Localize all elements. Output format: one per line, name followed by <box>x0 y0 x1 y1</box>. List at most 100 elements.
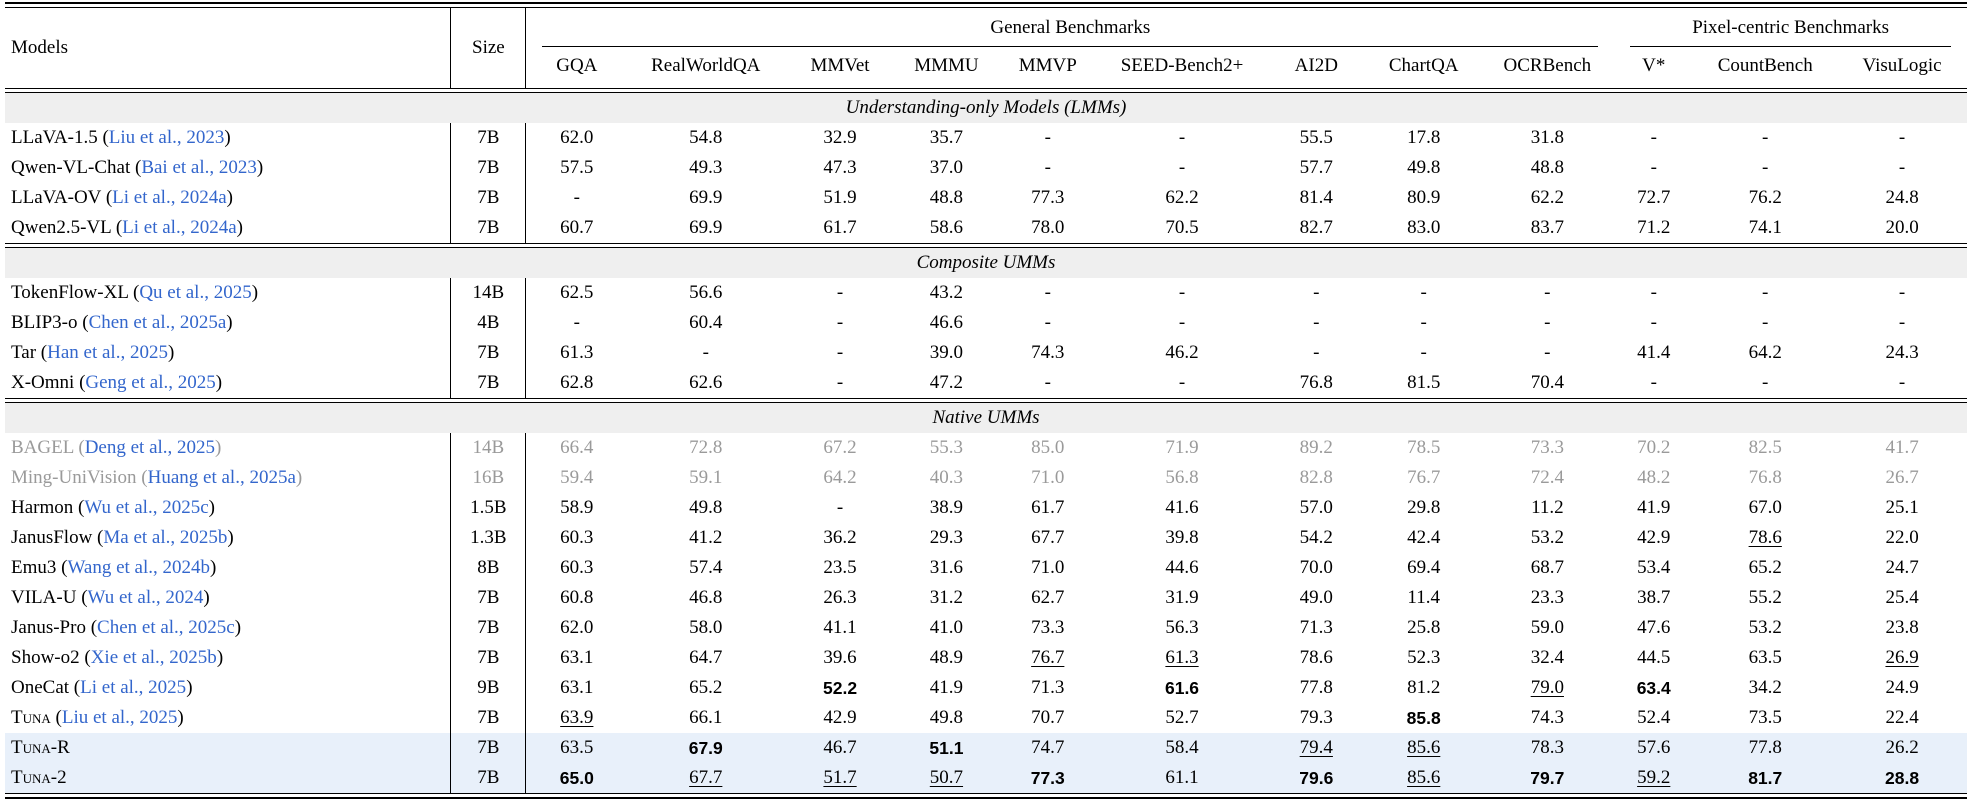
citation-link[interactable]: Chen et al., 2025a <box>88 312 227 333</box>
citation-link[interactable]: Han et al., 2025 <box>47 342 168 363</box>
score-cell: 39.0 <box>929 342 964 363</box>
citation-paren: ( <box>92 527 104 548</box>
score-cell: 71.9 <box>1165 437 1199 458</box>
score-cell: 46.6 <box>929 312 964 333</box>
score-cell: - <box>1762 157 1769 178</box>
score-cell: 60.3 <box>560 557 594 578</box>
score-cell: 74.7 <box>997 733 1099 763</box>
score-cell: 57.6 <box>1614 733 1694 763</box>
section-header-row: Composite UMMs <box>5 247 1967 278</box>
score-cell: 82.5 <box>1748 437 1782 458</box>
score-cell: - <box>1044 282 1051 303</box>
score-cell: 31.9 <box>1165 587 1199 608</box>
score-cell: 52.7 <box>1165 707 1199 728</box>
citation-link[interactable]: Wu et al., 2024 <box>87 587 204 608</box>
size-cell: 1.5B <box>450 493 527 523</box>
citation-link[interactable]: Geng et al., 2025 <box>85 372 216 393</box>
score-cell: 81.5 <box>1407 372 1441 393</box>
citation-link[interactable]: Qu et al., 2025 <box>139 282 252 303</box>
score-cell: 41.2 <box>689 527 723 548</box>
score-cell: - <box>1313 282 1320 303</box>
citation-link[interactable]: Li et al., 2025 <box>80 677 187 698</box>
score-cell: 82.8 <box>1299 467 1333 488</box>
citation-link[interactable]: Deng et al., 2025 <box>84 437 216 458</box>
model-cell: Ming-UniVision (Huang et al., 2025a) <box>5 463 451 493</box>
score-cell: 42.9 <box>823 707 857 728</box>
score-cell: 26.7 <box>1885 467 1919 488</box>
citation-paren: ( <box>85 617 98 638</box>
citation-link[interactable]: Wu et al., 2025c <box>84 497 209 518</box>
score-cell: 55.5 <box>1299 127 1333 148</box>
score-cell: 83.0 <box>1407 217 1441 238</box>
score-cell: - <box>702 342 709 363</box>
score-cell: 67.2 <box>823 437 857 458</box>
score-cell: 35.7 <box>929 127 964 148</box>
score-cell: 58.9 <box>560 497 594 518</box>
citation-link[interactable]: Liu et al., 2025 <box>61 707 178 728</box>
score-cell: 56.6 <box>689 282 723 303</box>
score-cell: 56.8 <box>1165 467 1199 488</box>
citation-paren: ) <box>295 467 303 488</box>
citation-link[interactable]: Li et al., 2024a <box>122 217 237 238</box>
score-cell: 28.8 <box>1837 763 1967 794</box>
citation-paren: ( <box>97 127 109 148</box>
citation-link[interactable]: Huang et al., 2025a <box>147 467 296 488</box>
citation-link[interactable]: Xie et al., 2025b <box>90 647 217 668</box>
citation-paren: ( <box>69 677 81 698</box>
model-cell: LLaVA-OV (Li et al., 2024a) <box>5 183 451 213</box>
size-cell: 7B <box>450 183 527 213</box>
score-cell: - <box>1898 282 1906 303</box>
score-cell: 41.0 <box>929 617 964 638</box>
score-cell: - <box>1650 372 1657 393</box>
score-cell: - <box>1044 312 1051 333</box>
score-cell: 73.3 <box>1031 617 1065 638</box>
score-cell: 68.7 <box>1530 557 1564 578</box>
score-cell: - <box>1044 157 1051 178</box>
citation-link[interactable]: Wang et al., 2024b <box>67 557 210 578</box>
score-cell: 23.3 <box>1530 587 1564 608</box>
score-cell: 78.6 <box>1748 527 1782 548</box>
model-name: Show-o2 <box>11 647 80 668</box>
score-cell: 61.6 <box>1164 678 1200 698</box>
citation-paren: ( <box>130 157 142 178</box>
score-cell: 58.4 <box>1098 733 1266 763</box>
score-cell: 11.2 <box>1531 497 1564 518</box>
score-cell: 74.3 <box>1530 707 1564 728</box>
score-cell: - <box>1178 127 1186 148</box>
score-cell: 71.0 <box>1031 467 1065 488</box>
table-row: LLaVA-1.5 (Liu et al., 2023) 7B 62.0 54.8 32… <box>5 123 1967 153</box>
model-name: Tuna-2 <box>11 767 67 788</box>
model-name: LLaVA-1.5 <box>11 127 98 148</box>
score-cell: - <box>1898 372 1906 393</box>
citation-link[interactable]: Chen et al., 2025c <box>97 617 235 638</box>
citation-link[interactable]: Bai et al., 2023 <box>141 157 257 178</box>
score-cell: 69.9 <box>689 217 723 238</box>
model-cell: Emu3 (Wang et al., 2024b) <box>5 553 451 583</box>
score-cell: 64.2 <box>1748 342 1782 363</box>
score-cell: 26.2 <box>1837 733 1967 763</box>
score-cell: 57.7 <box>1299 157 1333 178</box>
score-cell: 24.7 <box>1885 557 1919 578</box>
score-cell: - <box>1313 342 1320 363</box>
model-name: VILA-U <box>11 587 77 608</box>
citation-paren: ) <box>226 187 233 208</box>
score-cell: 62.5 <box>560 282 594 303</box>
column-header-gqa: GQA <box>556 55 598 76</box>
score-cell: 67.9 <box>627 733 785 763</box>
score-cell: 61.7 <box>1031 497 1065 518</box>
score-cell: 85.6 <box>1366 763 1481 794</box>
score-cell: 79.7 <box>1480 763 1615 794</box>
citation-link[interactable]: Li et al., 2024a <box>112 187 227 208</box>
benchmark-results-table: Models Size General Benchmarks Pixel-cen… <box>5 2 1967 799</box>
citation-link[interactable]: Ma et al., 2025b <box>103 527 228 548</box>
score-cell: 48.2 <box>1637 467 1671 488</box>
score-cell: 63.5 <box>525 733 628 763</box>
score-cell: 71.2 <box>1637 217 1671 238</box>
size-cell: 7B <box>450 763 527 794</box>
citation-paren: ( <box>76 587 88 608</box>
score-cell: 72.7 <box>1637 187 1671 208</box>
score-cell: 65.2 <box>1748 557 1782 578</box>
model-cell: Harmon (Wu et al., 2025c) <box>5 493 451 523</box>
citation-link[interactable]: Liu et al., 2023 <box>108 127 225 148</box>
model-name: Tar <box>11 342 37 363</box>
